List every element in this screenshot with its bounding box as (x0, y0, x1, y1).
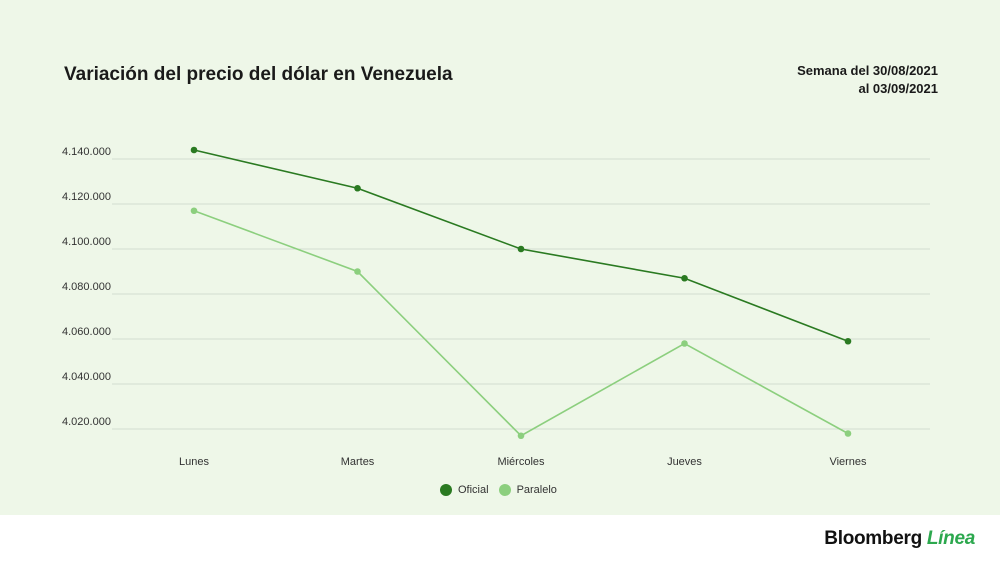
y-tick-label: 4.040.000 (62, 371, 111, 383)
y-tick-label: 4.120.000 (62, 191, 111, 203)
x-tick-label: Jueves (667, 456, 702, 468)
x-tick-label: Martes (341, 456, 375, 468)
legend-label-paralelo: Paralelo (516, 484, 557, 496)
line-chart: 4.020.000 4.040.000 4.060.000 4.080.000 4.10… (62, 146, 930, 468)
data-point-oficial (354, 184, 361, 192)
x-tick-label: Miércoles (497, 456, 545, 468)
y-tick-label: 4.080.000 (62, 281, 111, 293)
y-tick-label: 4.060.000 (62, 326, 111, 338)
y-tick-label: 4.100.000 (62, 236, 111, 248)
data-point-oficial (517, 245, 525, 253)
data-point-paralelo (517, 432, 525, 440)
data-point-paralelo (844, 430, 852, 437)
legend: Oficial Paralelo (440, 484, 557, 496)
legend-swatch-oficial (440, 484, 452, 496)
subtitle-line-1: Semana del 30/08/2021 (797, 63, 938, 78)
legend-label-oficial: Oficial (458, 484, 489, 496)
data-point-paralelo (354, 268, 361, 275)
data-point-paralelo (681, 340, 688, 347)
chart-panel: Variación del precio del dólar en Venezu… (0, 0, 1000, 515)
series-line-paralelo (193, 210, 849, 437)
data-point-paralelo (190, 207, 198, 215)
y-tick-label: 4.140.000 (62, 146, 111, 158)
y-tick-label: 4.020.000 (62, 416, 111, 428)
chart-subtitle: Semana del 30/08/2021 al 03/09/2021 (797, 62, 938, 98)
legend-swatch-paralelo (498, 484, 511, 496)
series-line-oficial (193, 149, 849, 342)
chart-title: Variación del precio del dólar en Venezu… (64, 64, 453, 85)
brand-suffix: Línea (926, 528, 975, 549)
legend-item-oficial[interactable]: Oficial (440, 484, 489, 496)
data-point-oficial (681, 274, 688, 282)
data-point-oficial (190, 146, 198, 154)
data-point-oficial (844, 337, 852, 345)
x-tick-label: Viernes (829, 456, 867, 468)
legend-item-paralelo[interactable]: Paralelo (498, 484, 557, 496)
subtitle-line-2: al 03/09/2021 (858, 81, 938, 96)
brand-logo: Bloomberg Línea (824, 528, 975, 550)
x-tick-label: Lunes (179, 456, 209, 468)
brand-name: Bloomberg (824, 528, 922, 549)
